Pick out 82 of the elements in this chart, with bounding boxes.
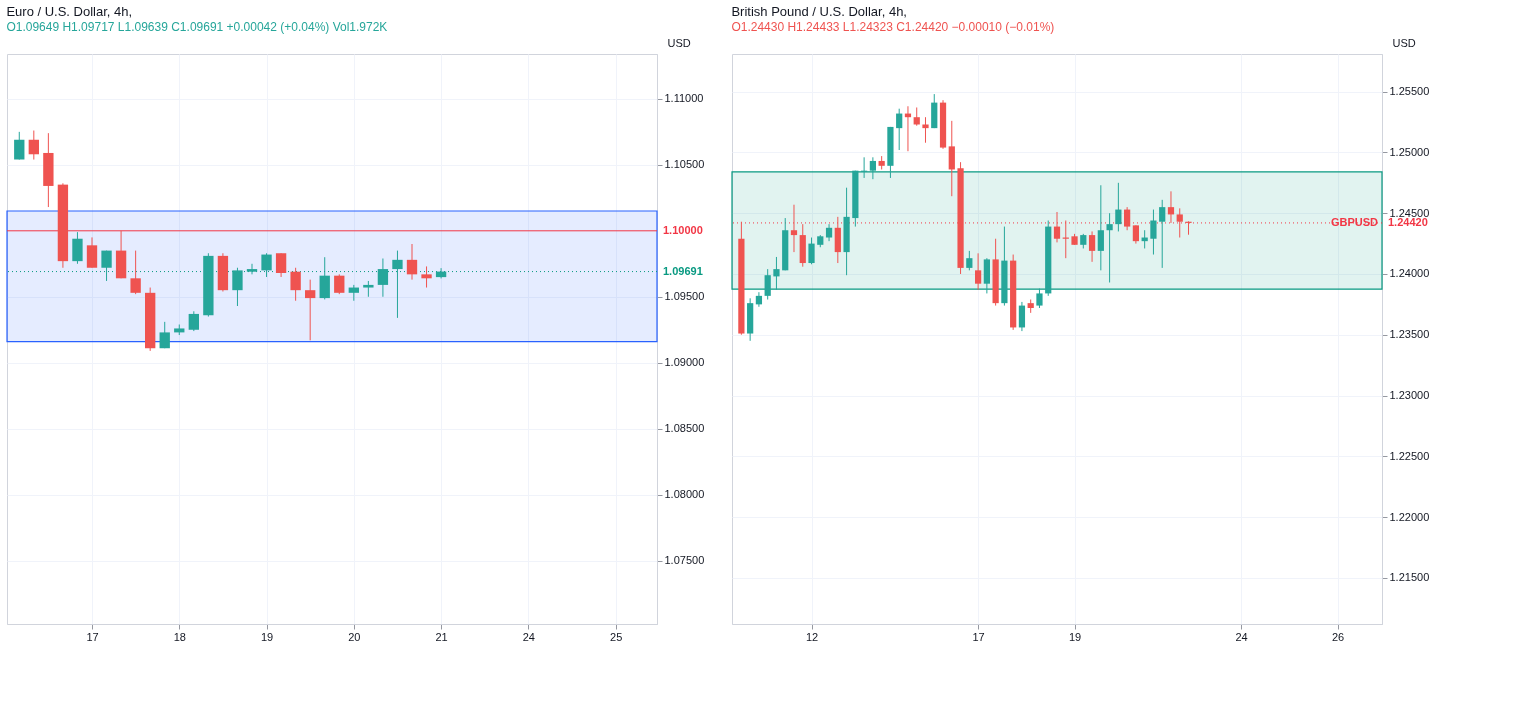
annotation: GBPUSD [1330, 215, 1379, 228]
y-tick-label: 1.23500 [1389, 328, 1430, 341]
candlestick [1115, 182, 1122, 232]
candlestick [406, 243, 418, 281]
candlestick [1036, 288, 1043, 309]
x-tick-label: 19 [260, 630, 274, 643]
candlestick [966, 250, 973, 271]
candlestick [1106, 212, 1113, 283]
y-axis-title: USD [667, 36, 691, 49]
x-tick-label: 17 [86, 630, 99, 643]
x-tick-label: 24 [522, 630, 535, 643]
y-tick-label: 1.07500 [664, 554, 705, 567]
candlestick [1167, 190, 1175, 224]
candlestick [764, 268, 771, 300]
candlestick [246, 263, 258, 275]
candlestick [130, 250, 141, 295]
candlestick [377, 258, 389, 298]
y-tick-label: 1.11000 [664, 92, 704, 105]
candlestick [86, 236, 98, 269]
candlestick [1088, 230, 1096, 263]
candlestick [922, 116, 929, 144]
y-tick-label: 1.22000 [1389, 510, 1430, 523]
candlestick [1018, 301, 1026, 332]
x-tick-label: 19 [1068, 630, 1082, 643]
candlestick [159, 321, 170, 349]
candlestick [1159, 199, 1166, 269]
candlestick [101, 250, 112, 282]
chart-title: British Pound / U.S. Dollar, 4h, [731, 4, 907, 19]
candlestick [1124, 206, 1131, 231]
y-tick-label: 1.24500 [1389, 206, 1430, 219]
candlestick [305, 279, 316, 341]
y-tick-label: 1.08500 [664, 422, 705, 435]
y-tick-label: 1.10500 [664, 158, 705, 171]
candlestick [869, 156, 877, 180]
candlestick [1176, 207, 1183, 239]
candlestick [72, 231, 83, 265]
candlestick [808, 237, 815, 265]
y-tick-label: 1.23000 [1389, 389, 1430, 402]
candlestick [773, 256, 780, 291]
y-tick-label: 1.09000 [664, 356, 705, 369]
candlestick [28, 130, 39, 161]
candlestick [14, 131, 25, 161]
candlestick [913, 106, 920, 127]
candlestick [1097, 184, 1104, 271]
candlestick [790, 204, 798, 253]
candlestick [1150, 209, 1157, 256]
x-tick-label: 25 [610, 630, 623, 643]
x-tick-label: 20 [348, 630, 361, 643]
x-tick-label: 24 [1235, 630, 1248, 643]
y-axis-title: USD [1392, 36, 1416, 49]
candlestick [896, 108, 903, 151]
candlestick [755, 291, 763, 308]
y-tick-label: 1.25000 [1389, 145, 1430, 158]
ref-line-label: 1.10000 [663, 223, 703, 236]
y-tick-label: 1.21500 [1389, 571, 1430, 584]
candlestick [1132, 224, 1140, 245]
candlestick [319, 256, 330, 300]
x-tick-label: 17 [972, 630, 985, 643]
candlestick [334, 273, 345, 295]
x-tick-label: 18 [173, 630, 186, 643]
candlestick [232, 267, 243, 307]
candlestick [974, 252, 982, 291]
x-tick-label: 21 [435, 630, 448, 643]
candlestick [188, 310, 199, 332]
chart-subtitle: O1.24430 H1.24433 L1.24323 C1.24420 −0.00010 (−0.01%) [731, 20, 1055, 34]
y-tick-label: 1.25500 [1389, 85, 1430, 98]
y-tick-label: 1.09500 [664, 290, 705, 303]
ref-line-label: 1.09691 [663, 264, 703, 277]
candlestick [261, 252, 272, 278]
chart-subtitle: O1.09649 H1.09717 L1.09639 C1.09691 +0.00042 (+0.04%) Vol1.972K [6, 20, 388, 34]
candlestick [392, 250, 403, 319]
y-tick-label: 1.08000 [664, 488, 705, 501]
x-tick-label: 12 [805, 630, 819, 643]
candlestick [290, 267, 301, 302]
candlestick [1053, 211, 1061, 243]
candlestick [948, 120, 955, 197]
y-tick-label: 1.22500 [1389, 449, 1430, 462]
y-tick-label: 1.24000 [1389, 267, 1430, 280]
candlestick [421, 265, 432, 289]
chart-title: Euro / U.S. Dollar, 4h, [6, 4, 133, 19]
candlestick [275, 252, 287, 278]
x-tick-label: 26 [1331, 630, 1345, 643]
